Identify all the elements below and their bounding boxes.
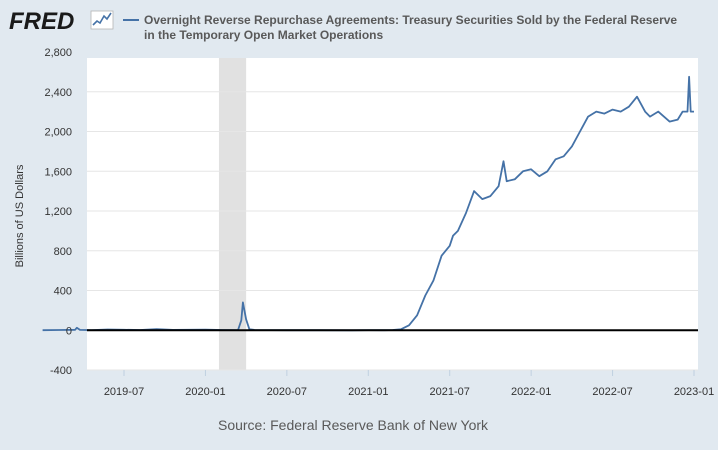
y-tick-label: 0 [66,325,72,337]
y-tick-label: 2,000 [44,127,72,139]
y-tick-label: 2,800 [44,47,72,59]
y-tick-label: -400 [50,365,72,377]
x-tick-label: 2023-01 [674,386,714,398]
fred-logo[interactable]: FRED [9,8,114,35]
chart-legend: Overnight Reverse Repurchase Agreements:… [123,13,677,42]
x-tick-label: 2021-07 [430,386,470,398]
source-note[interactable]: Source: Federal Reserve Bank of New York [218,417,489,433]
chart-title-line-2: in the Temporary Open Market Operations [144,28,383,42]
y-tick-label: 800 [54,246,72,258]
y-tick-label: 2,400 [44,87,72,99]
x-tick-label: 2022-01 [511,386,551,398]
y-tick-label: 400 [54,286,72,298]
y-tick-label: 1,600 [44,166,72,178]
x-tick-label: 2020-01 [185,386,225,398]
x-tick-label: 2020-07 [267,386,307,398]
chart-title-line-1: Overnight Reverse Repurchase Agreements:… [144,13,677,27]
plot-area [87,58,698,370]
x-tick-label: 2022-07 [592,386,632,398]
y-tick-label: 1,200 [44,206,72,218]
y-axis: -400 0 400 800 1,200 1,600 2,000 2,400 2,800 [44,47,72,377]
x-axis: 2019-07 2020-01 2020-07 2021-01 2021-07 2022-… [104,370,714,398]
fred-logo-text: FRED [9,8,74,35]
x-tick-label: 2021-01 [348,386,388,398]
recession-shade [218,58,247,370]
y-axis-label: Billions of US Dollars [14,164,26,267]
fred-logo-chart-icon [90,10,114,30]
x-tick-label: 2019-07 [104,386,144,398]
